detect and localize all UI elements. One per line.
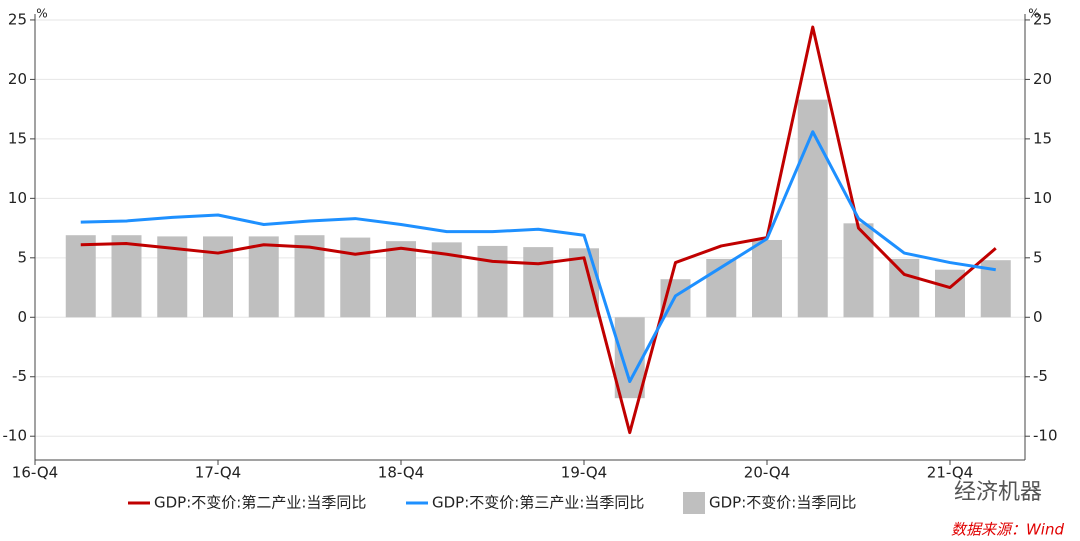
y2-tick-label: 20 bbox=[1033, 70, 1052, 88]
y-tick-label: 0 bbox=[17, 308, 27, 326]
bar bbox=[614, 317, 645, 399]
watermark: 经济机器 bbox=[954, 480, 1042, 505]
y2-tick-label: 0 bbox=[1033, 308, 1043, 326]
y-unit: % bbox=[36, 7, 47, 21]
y-tick-label: 25 bbox=[8, 10, 27, 28]
legend-label: GDP:不变价:第二产业:当季同比 bbox=[154, 494, 366, 512]
legend-label: GDP:不变价:当季同比 bbox=[709, 494, 856, 512]
bar bbox=[248, 236, 279, 318]
y2-unit: % bbox=[1028, 7, 1039, 21]
y2-tick-label: 5 bbox=[1033, 248, 1043, 266]
y2-tick-label: -5 bbox=[1033, 367, 1048, 385]
y-tick-label: 5 bbox=[17, 248, 27, 266]
y-tick-label: 10 bbox=[8, 189, 27, 207]
bar bbox=[889, 259, 920, 318]
y2-tick-label: 15 bbox=[1033, 129, 1052, 147]
bar bbox=[203, 236, 233, 318]
x-tick-label: 21-Q4 bbox=[927, 464, 973, 482]
y2-tick-label: 25 bbox=[1033, 10, 1052, 28]
source: 数据来源：Wind bbox=[951, 521, 1065, 539]
line bbox=[80, 25, 997, 435]
bar bbox=[65, 235, 96, 318]
bar bbox=[523, 247, 554, 318]
legend-swatch bbox=[683, 492, 705, 514]
bar bbox=[340, 237, 371, 318]
bar bbox=[111, 235, 142, 318]
bar bbox=[752, 239, 782, 318]
y-tick-label: -10 bbox=[3, 427, 28, 445]
bar bbox=[797, 99, 828, 318]
bar bbox=[386, 241, 416, 318]
x-tick-label: 18-Q4 bbox=[378, 464, 424, 482]
y-tick-label: 15 bbox=[8, 129, 27, 147]
x-tick-label: 19-Q4 bbox=[561, 464, 607, 482]
x-tick-label: 16-Q4 bbox=[12, 464, 58, 482]
x-tick-label: 17-Q4 bbox=[195, 464, 241, 482]
x-tick-label: 20-Q4 bbox=[744, 464, 790, 482]
legend-label: GDP:不变价:第三产业:当季同比 bbox=[432, 494, 644, 512]
y-tick-label: 20 bbox=[8, 70, 27, 88]
bar bbox=[477, 245, 508, 318]
y2-tick-label: 10 bbox=[1033, 189, 1052, 207]
line bbox=[80, 130, 996, 384]
y-tick-label: -5 bbox=[12, 367, 27, 385]
y2-tick-label: -10 bbox=[1033, 427, 1058, 445]
